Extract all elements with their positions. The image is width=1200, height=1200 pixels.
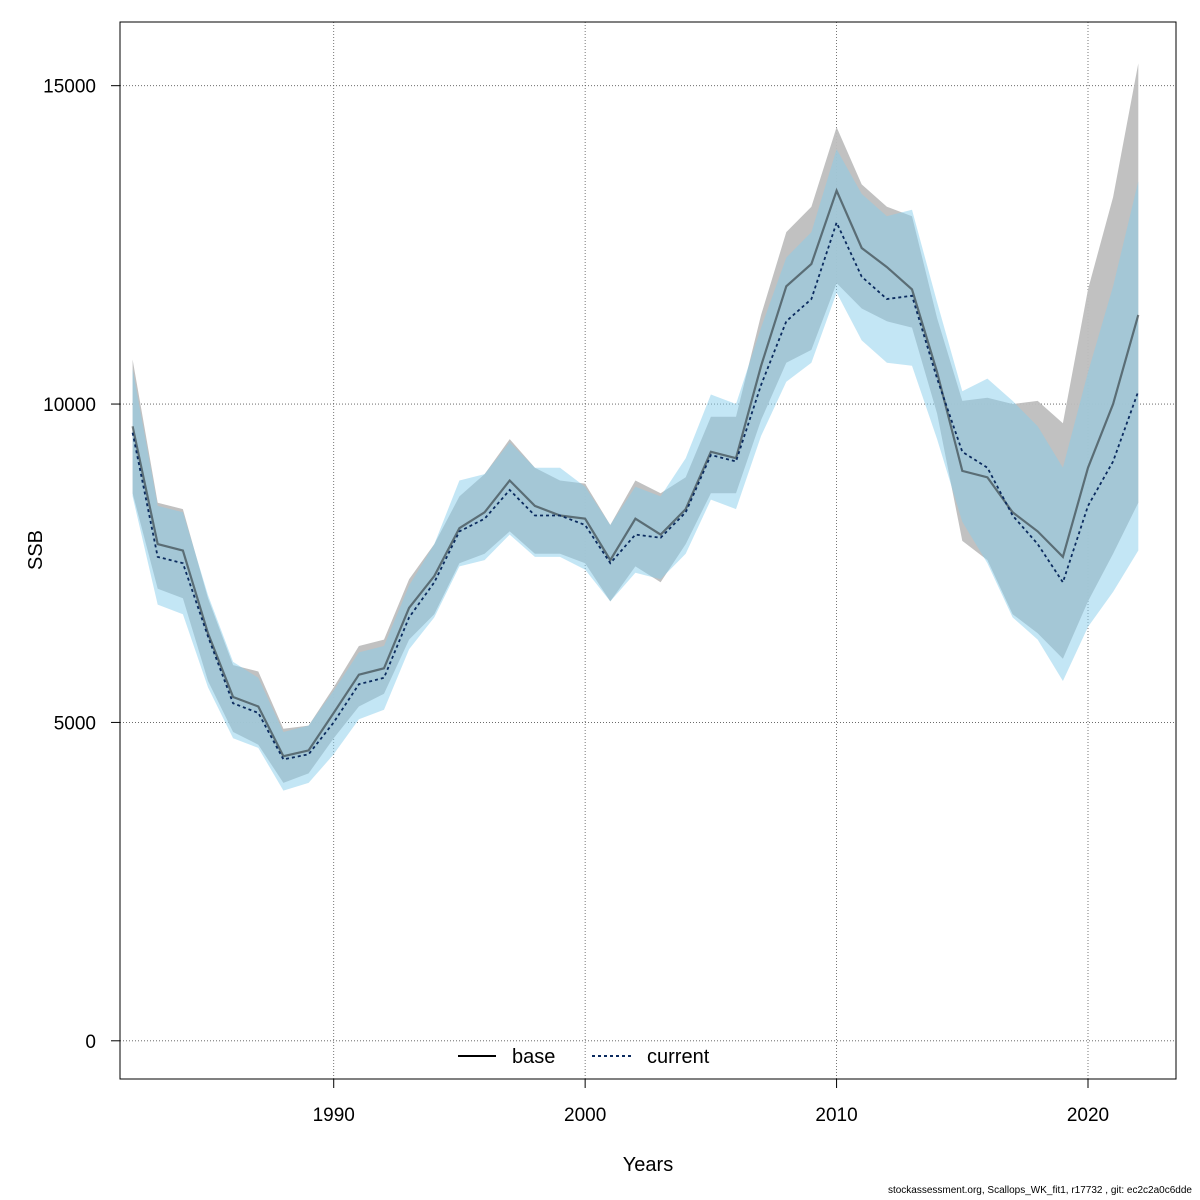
footer-caption: stockassessment.org, Scallops_WK_fit1, r… (887, 1185, 1192, 1196)
y-tick-label-0: 0 (85, 1032, 96, 1053)
legend: base current (458, 1046, 710, 1068)
legend-label-base: base (512, 1046, 555, 1068)
y-tick-label-15000: 15000 (43, 77, 96, 98)
x-tick-label-2000: 2000 (564, 1105, 606, 1126)
x-tick-label-2020: 2020 (1067, 1105, 1109, 1126)
confidence-bands (132, 63, 1139, 791)
y-axis-title: SSB (25, 530, 47, 570)
plot-frame (119, 21, 1177, 1080)
y-tick-label-5000: 5000 (54, 713, 96, 734)
series-line-base (131, 187, 1140, 758)
y-tick-label-10000: 10000 (43, 395, 96, 416)
x-axis: 1990 2000 2010 2020 (313, 1079, 1109, 1126)
x-axis-title: Years (623, 1154, 673, 1176)
confidence-band-current (132, 149, 1139, 791)
legend-label-current: current (647, 1046, 710, 1068)
series-lines (131, 187, 1140, 761)
x-tick-label-1990: 1990 (313, 1105, 355, 1126)
x-tick-label-2010: 2010 (815, 1105, 857, 1126)
y-axis: 0 5000 10000 15000 (43, 77, 120, 1053)
series-line-current (131, 220, 1140, 761)
